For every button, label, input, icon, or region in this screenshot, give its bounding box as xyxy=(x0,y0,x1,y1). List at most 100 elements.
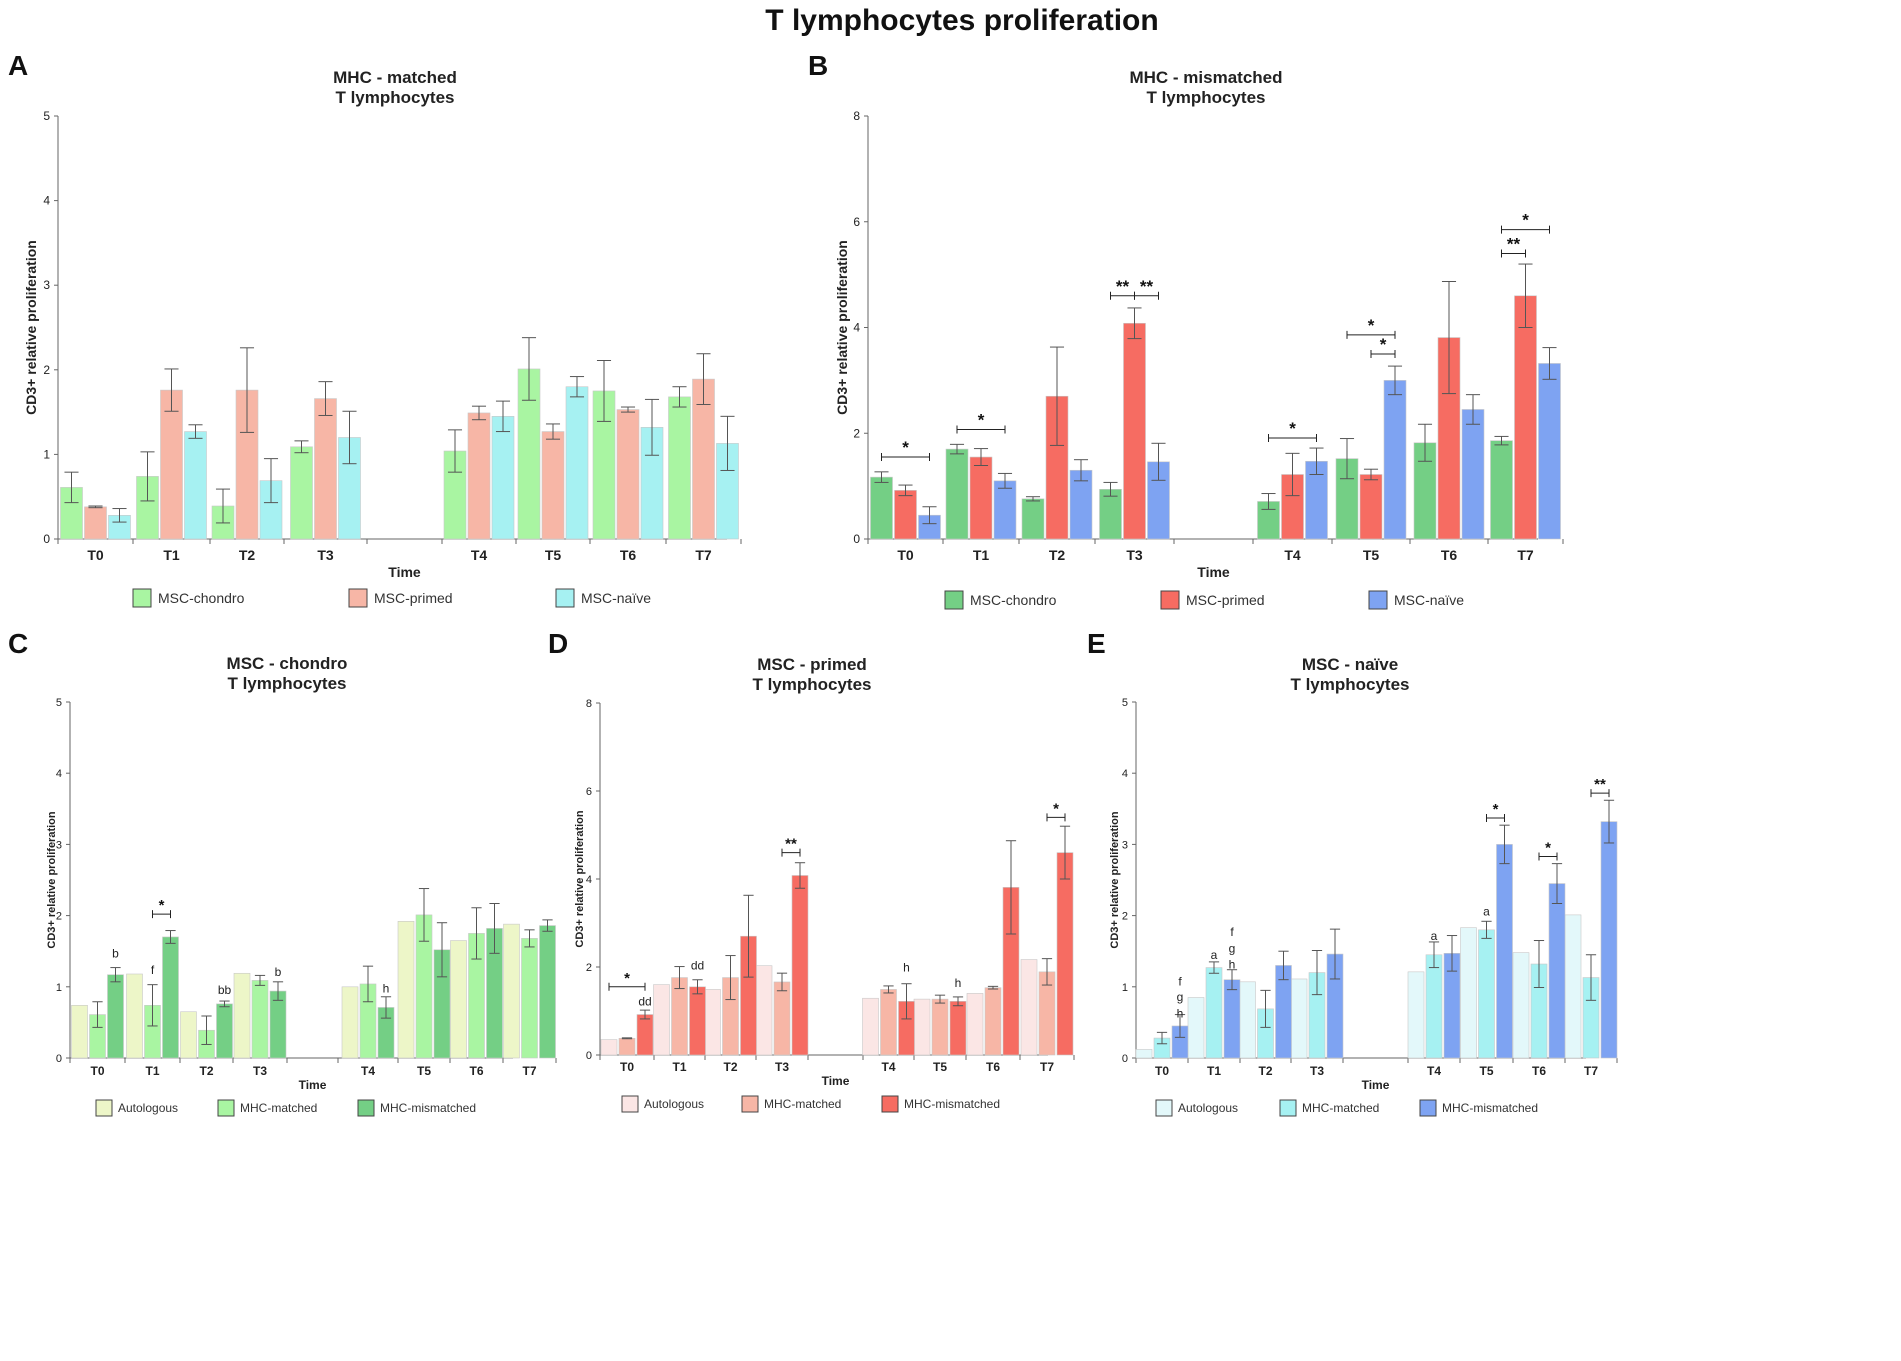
y-tick-label: 1 xyxy=(1122,982,1128,994)
significance-label: * xyxy=(1380,335,1387,354)
significance-label: * xyxy=(1053,800,1059,817)
annotation-letter: g xyxy=(1177,990,1184,1004)
x-tick-label: T3 xyxy=(317,547,334,563)
y-axis-label: CD3+ relative proliferation xyxy=(23,240,39,415)
bar xyxy=(1383,380,1407,540)
y-tick-label: 4 xyxy=(56,768,62,780)
annotation-letter: h xyxy=(955,976,962,990)
y-tick-label: 2 xyxy=(56,911,62,923)
y-tick-label: 0 xyxy=(853,532,860,546)
bar xyxy=(791,875,809,1056)
x-tick-label: T6 xyxy=(620,547,637,563)
bar xyxy=(84,506,107,540)
x-tick-label: T7 xyxy=(695,547,712,563)
legend-label: MHC-matched xyxy=(764,1097,841,1111)
bar xyxy=(945,448,969,540)
x-tick-label: T5 xyxy=(1363,547,1380,563)
bar xyxy=(1359,474,1383,540)
x-tick-label: T3 xyxy=(1126,547,1143,563)
bar xyxy=(984,987,1002,1056)
bar xyxy=(993,480,1017,540)
panel-letter: C xyxy=(8,628,28,659)
annotation-letter: a xyxy=(1483,905,1490,919)
x-axis-label: Time xyxy=(299,1078,327,1092)
x-tick-label: T3 xyxy=(775,1060,789,1074)
bar xyxy=(450,940,467,1059)
y-tick-label: 6 xyxy=(853,215,860,229)
x-axis-label: Time xyxy=(1362,1078,1390,1092)
x-tick-label: T7 xyxy=(522,1064,536,1078)
legend-label: MSC-naïve xyxy=(581,590,651,606)
panel-letter: A xyxy=(8,50,28,81)
bar xyxy=(467,412,491,540)
x-tick-label: T4 xyxy=(1427,1064,1441,1078)
bar xyxy=(618,1037,636,1056)
panel-title-line1: MHC - matched xyxy=(333,68,457,87)
legend-swatch xyxy=(881,1095,899,1113)
significance-label: * xyxy=(1522,211,1529,230)
bar xyxy=(862,997,879,1056)
bar xyxy=(1478,929,1495,1059)
bar xyxy=(616,409,640,540)
bar xyxy=(491,416,515,540)
bar xyxy=(251,980,269,1059)
bar xyxy=(1123,322,1146,540)
legend-swatch xyxy=(1160,590,1180,610)
y-tick-label: 3 xyxy=(1122,839,1128,851)
legend-swatch xyxy=(1368,590,1388,610)
bar xyxy=(107,974,124,1059)
x-tick-label: T2 xyxy=(723,1060,737,1074)
bar xyxy=(341,986,359,1059)
legend-label: Autologous xyxy=(1178,1101,1238,1115)
panel-letter: B xyxy=(808,50,828,81)
bar xyxy=(1496,844,1513,1059)
bar xyxy=(1021,498,1045,540)
y-axis-label: CD3+ relative proliferation xyxy=(1109,811,1121,949)
bar xyxy=(126,973,143,1059)
bar xyxy=(894,490,917,540)
bar xyxy=(314,398,337,540)
y-tick-label: 8 xyxy=(586,698,592,710)
bar xyxy=(503,923,520,1059)
bar xyxy=(71,1005,88,1059)
bar xyxy=(949,1001,967,1056)
x-tick-label: T1 xyxy=(672,1060,686,1074)
legend-label: MHC-mismatched xyxy=(380,1101,476,1115)
annotation-letter: f xyxy=(1230,925,1234,939)
bar xyxy=(966,993,984,1056)
x-tick-label: T0 xyxy=(87,547,104,563)
y-tick-label: 4 xyxy=(586,874,592,886)
significance-label: * xyxy=(1493,801,1499,818)
x-tick-label: T1 xyxy=(973,547,990,563)
bar xyxy=(290,446,313,540)
legend-label: MSC-chondro xyxy=(158,590,245,606)
panel-title-line1: MHC - mismatched xyxy=(1129,68,1282,87)
x-tick-label: T6 xyxy=(469,1064,483,1078)
legend-swatch xyxy=(555,588,575,608)
bar xyxy=(184,431,207,540)
bar xyxy=(931,998,949,1056)
x-tick-label: T4 xyxy=(361,1064,375,1078)
bar xyxy=(180,1011,197,1059)
x-tick-label: T3 xyxy=(253,1064,267,1078)
significance-label: * xyxy=(159,897,165,914)
bar xyxy=(1514,295,1537,540)
x-tick-label: T2 xyxy=(199,1064,213,1078)
significance-label: * xyxy=(902,438,909,457)
panel-title-line1: MSC - naïve xyxy=(1302,655,1398,674)
y-tick-label: 6 xyxy=(586,786,592,798)
legend-swatch xyxy=(132,588,152,608)
x-tick-label: T6 xyxy=(1441,547,1458,563)
annotation-letter: h xyxy=(1229,957,1236,971)
bar xyxy=(541,431,565,540)
x-tick-label: T1 xyxy=(145,1064,159,1078)
significance-label: ** xyxy=(1594,776,1606,793)
bar xyxy=(539,925,556,1059)
bar xyxy=(653,984,670,1056)
x-tick-label: T5 xyxy=(1479,1064,1493,1078)
annotation-letter: bb xyxy=(218,983,232,997)
x-tick-label: T1 xyxy=(163,547,180,563)
